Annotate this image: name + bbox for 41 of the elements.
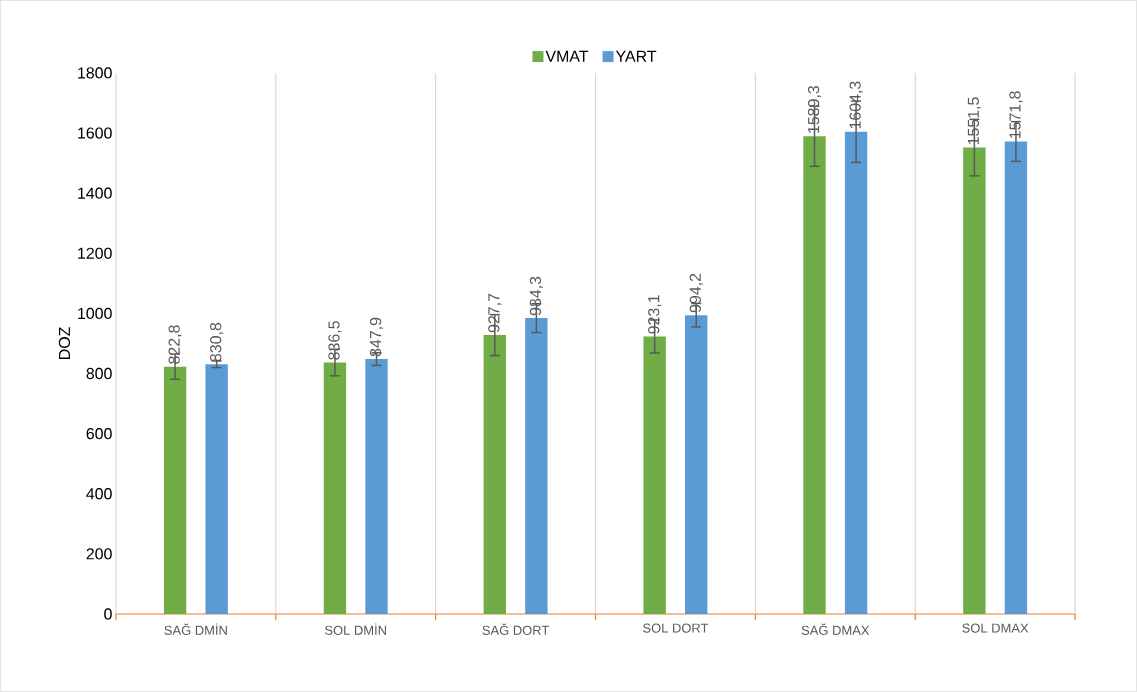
x-tick-label: SOL DMAX [962,623,1029,633]
bar [525,318,548,615]
legend-label: VMAT [545,50,589,62]
x-tick-label: SAĞ DORT [482,623,549,635]
y-tick-label: 1200 [78,247,112,259]
data-label: 822,8 [168,325,182,364]
data-label: 1571,8 [1009,91,1023,139]
bar [163,366,187,615]
y-tick-label: 200 [86,548,112,560]
data-label: 927,7 [488,293,502,333]
bar [365,359,388,615]
data-label: 994,2 [689,273,703,313]
y-axis-title: DOZ [58,327,71,360]
data-label: 830,8 [210,322,224,362]
x-tick-label: SOL DMİN [325,623,386,635]
x-tick-label: SAĞ DMİN [164,623,227,635]
y-tick-label: 1800 [78,67,112,79]
bar [844,131,868,615]
bar [963,147,986,615]
data-label: 1589,3 [807,86,822,133]
data-label: 847,9 [369,317,384,357]
bar [643,336,666,615]
bar [1004,141,1028,615]
y-tick-label: 1000 [78,307,112,320]
bar [483,335,506,615]
y-tick-label: 0 [104,608,112,620]
bar [803,136,826,615]
y-tick-label: 600 [86,428,112,440]
y-tick-label: 1400 [78,187,112,199]
bar [685,315,708,615]
data-label: 836,5 [328,321,342,360]
bar [205,364,228,615]
y-tick-label: 1600 [78,127,112,139]
y-tick-label: 400 [86,488,112,500]
x-tick-label: SAĞ DMAX [801,623,870,635]
data-label: 1604,3 [849,81,863,129]
x-tick-label: SOL DORT [643,623,709,633]
bar [323,362,347,615]
legend-label: YART [615,50,657,62]
y-tick-label: 800 [86,367,112,380]
data-label: 1551,5 [967,97,981,145]
